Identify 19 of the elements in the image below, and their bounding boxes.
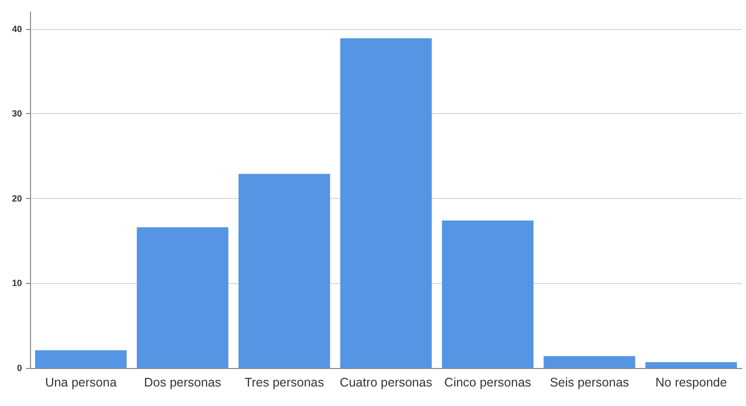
y-tick-label: 0 — [16, 363, 22, 373]
bar — [35, 350, 127, 368]
bar — [544, 356, 636, 368]
x-tick-label: No responde — [655, 376, 727, 390]
bar — [136, 227, 228, 368]
x-tick-label: Una persona — [45, 376, 117, 390]
x-tick-label: Cuatro personas — [340, 376, 432, 390]
x-tick-label: Tres personas — [244, 376, 324, 390]
x-tick-label: Cinco personas — [444, 376, 532, 390]
bar — [645, 362, 737, 368]
y-tick-label: 10 — [12, 278, 22, 288]
y-tick-label: 30 — [12, 108, 22, 119]
y-tick-label: 20 — [12, 193, 22, 204]
x-tick-label: Seis personas — [550, 376, 630, 390]
bar — [340, 38, 432, 368]
bar — [238, 174, 330, 368]
y-tick-label: 40 — [12, 24, 22, 34]
x-tick-label: Dos personas — [144, 376, 222, 390]
bar — [442, 220, 534, 368]
